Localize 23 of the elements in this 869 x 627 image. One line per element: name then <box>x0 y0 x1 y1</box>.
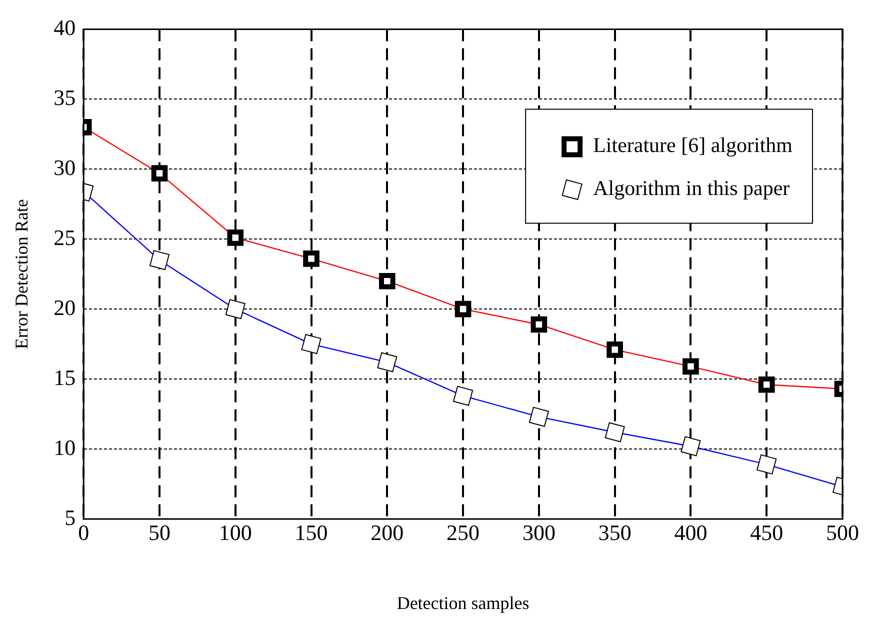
x-tick-label: 300 <box>522 520 556 545</box>
x-tick-label: 350 <box>598 520 632 545</box>
x-tick-label: 200 <box>370 520 404 545</box>
x-tick-label: 400 <box>674 520 708 545</box>
x-axis-title: Detection samples <box>396 592 530 613</box>
x-tick-label: 150 <box>294 520 328 545</box>
x-tick-label: 250 <box>446 520 480 545</box>
x-tick-label: 450 <box>750 520 784 545</box>
y-tick-label: 30 <box>54 154 76 180</box>
legend-label: Literature [6] algorithm <box>593 133 793 158</box>
y-tick-label: 40 <box>54 14 76 40</box>
y-tick-label: 25 <box>54 224 76 250</box>
y-tick-label: 35 <box>54 84 76 110</box>
y-tick-label: 10 <box>54 434 76 460</box>
y-tick-label: 5 <box>64 504 76 530</box>
y-axis-title: Error Detection Rate <box>12 199 32 350</box>
x-tick-label: 0 <box>78 520 90 545</box>
y-tick-label: 15 <box>54 364 76 390</box>
x-tick-label: 50 <box>148 520 170 545</box>
legend-label: Algorithm in this paper <box>593 176 790 200</box>
x-tick-label: 100 <box>218 520 252 545</box>
y-tick-label: 20 <box>54 294 76 320</box>
x-tick-label: 500 <box>826 520 859 545</box>
